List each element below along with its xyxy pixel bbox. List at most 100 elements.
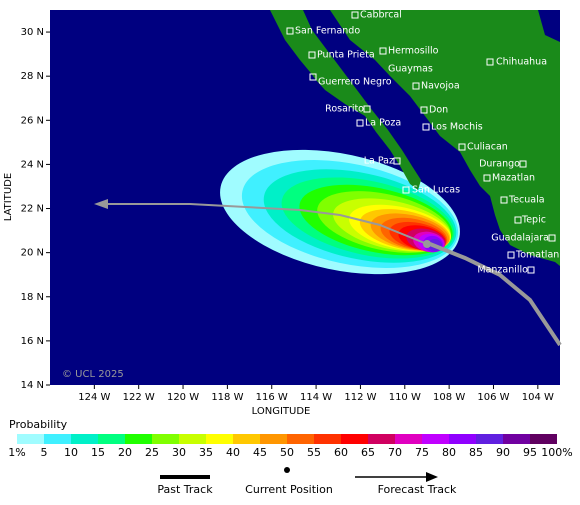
place-label: Navojoa	[421, 81, 460, 92]
place-label: Rosarito	[325, 104, 364, 115]
current-key	[284, 467, 290, 473]
legend-swatch	[449, 434, 476, 444]
place-label: Los Mochis	[431, 122, 483, 133]
current-position-label: Current Position	[245, 483, 333, 496]
past-track-label: Past Track	[157, 483, 213, 496]
forecast-arrowhead	[94, 199, 108, 209]
legend-label: 35	[199, 446, 213, 459]
legend-label: 1%	[8, 446, 25, 459]
legend-label: 5	[41, 446, 48, 459]
legend-swatch	[314, 434, 341, 444]
legend-label: 10	[64, 446, 78, 459]
x-tick-label: 122 W	[123, 392, 155, 403]
legend-title: Probability	[9, 418, 68, 431]
x-tick-label: 110 W	[389, 392, 421, 403]
x-tick-label: 118 W	[211, 392, 243, 403]
place-label: Guaymas	[388, 64, 433, 75]
place-label: Cabbrcal	[360, 10, 402, 21]
legend: 1% 5 10 15 20 25 30 35 40 45 50 55 60 65 70 75 80 85 90 95 1…	[8, 434, 573, 459]
legend-swatch	[233, 434, 260, 444]
place-label: Durango	[479, 159, 520, 170]
y-tick-label: 24 N	[21, 159, 44, 170]
place-label: Tepic	[521, 215, 546, 226]
place-marker	[286, 27, 294, 35]
legend-swatch	[44, 434, 71, 444]
legend-swatch	[125, 434, 152, 444]
y-tick-label: 16 N	[21, 336, 44, 347]
legend-label: 60	[334, 446, 348, 459]
place-marker	[422, 123, 430, 131]
place-marker	[402, 186, 410, 194]
place-marker	[420, 106, 428, 114]
legend-swatch	[287, 434, 314, 444]
legend-label: 90	[496, 446, 510, 459]
current-position	[423, 240, 431, 248]
legend-swatch	[503, 434, 530, 444]
place-label: Mazatlan	[492, 173, 535, 184]
place-label: Chihuahua	[496, 57, 547, 68]
place-marker	[486, 58, 494, 66]
legend-swatch	[368, 434, 395, 444]
x-tick-label: 114 W	[300, 392, 332, 403]
y-tick-label: 14 N	[21, 380, 44, 391]
legend-label: 70	[388, 446, 402, 459]
legend-swatch	[98, 434, 125, 444]
place-marker	[412, 82, 420, 90]
place-marker	[514, 216, 522, 224]
legend-swatch	[17, 434, 44, 444]
place-label: Hermosillo	[388, 46, 439, 57]
place-marker	[379, 47, 387, 55]
place-label: Guerrero Negro	[318, 77, 392, 88]
y-tick-label: 22 N	[21, 204, 44, 215]
place-marker	[458, 143, 466, 151]
place-label: Don	[429, 105, 448, 116]
place-marker	[356, 119, 364, 127]
x-tick-label: 120 W	[167, 392, 199, 403]
x-tick-label: 124 W	[78, 392, 110, 403]
forecast-arrow-key	[426, 472, 438, 482]
place-label: Culiacan	[467, 142, 508, 153]
legend-label: 40	[226, 446, 240, 459]
legend-swatch	[71, 434, 98, 444]
place-label: Tecuala	[508, 195, 545, 206]
place-marker	[500, 196, 508, 204]
legend-label: 30	[172, 446, 186, 459]
legend-label: 95	[523, 446, 537, 459]
x-tick-label: 108 W	[433, 392, 465, 403]
past-track	[429, 242, 562, 347]
place-label: Manzanillo	[477, 265, 528, 276]
y-tick-label: 26 N	[21, 115, 44, 126]
legend-swatch	[260, 434, 287, 444]
y-tick-label: 30 N	[21, 27, 44, 38]
legend-label: 100%	[541, 446, 572, 459]
place-label: La Paz	[364, 156, 394, 167]
y-tick-label: 28 N	[21, 71, 44, 82]
place-marker	[308, 51, 316, 59]
legend-label: 25	[145, 446, 159, 459]
copyright: © UCL 2025	[62, 369, 124, 380]
place-label: Guadalajara	[491, 233, 549, 244]
legend-swatch	[422, 434, 449, 444]
place-label: San Lucas	[412, 185, 460, 196]
legend-label: 80	[442, 446, 456, 459]
legend-swatch	[152, 434, 179, 444]
x-tick-label: 106 W	[477, 392, 509, 403]
place-marker	[519, 160, 527, 168]
legend-label: 65	[361, 446, 375, 459]
legend-swatch	[179, 434, 206, 444]
place-marker	[483, 174, 491, 182]
x-tick-label: 116 W	[256, 392, 288, 403]
place-marker	[507, 251, 515, 259]
place-marker	[309, 73, 317, 81]
legend-swatch	[206, 434, 233, 444]
legend-label: 50	[280, 446, 294, 459]
legend-swatch	[341, 434, 368, 444]
x-tick-label: 104 W	[522, 392, 554, 403]
legend-label: 75	[415, 446, 429, 459]
legend-swatch	[476, 434, 503, 444]
legend-swatch	[395, 434, 422, 444]
place-label: La Poza	[365, 118, 401, 129]
x-axis-title: LONGITUDE	[252, 406, 311, 417]
